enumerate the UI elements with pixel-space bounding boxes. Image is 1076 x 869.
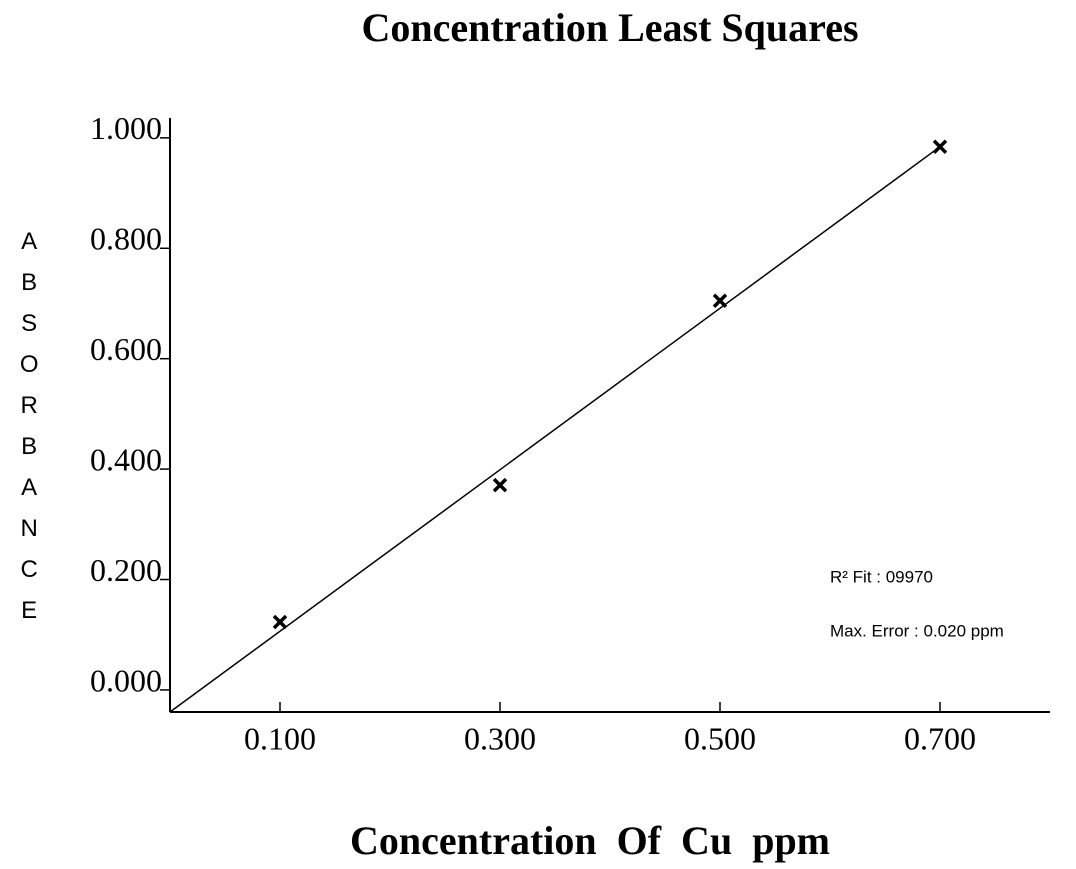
chart-title: Concentration Least Squares bbox=[361, 5, 858, 50]
y-tick-label: 0.200 bbox=[90, 552, 162, 588]
y-tick-label: 0.600 bbox=[90, 331, 162, 367]
x-tick-label: 0.500 bbox=[684, 720, 756, 756]
y-axis-label: ABSORBANCE bbox=[16, 228, 43, 638]
annotation: R² Fit : 09970 bbox=[830, 567, 933, 586]
point bbox=[272, 614, 288, 630]
y-tick-label: 1.000 bbox=[90, 110, 162, 146]
x-tick-label: 0.100 bbox=[244, 720, 316, 756]
x-tick-label: 0.700 bbox=[904, 720, 976, 756]
x-tick-label: 0.300 bbox=[464, 720, 536, 756]
annotation: Max. Error : 0.020 ppm bbox=[830, 621, 1004, 640]
point bbox=[712, 293, 728, 308]
y-tick-label: 0.400 bbox=[90, 441, 162, 477]
y-tick-label: 0.000 bbox=[90, 662, 162, 698]
y-tick-label: 0.800 bbox=[90, 221, 162, 257]
fit-line bbox=[169, 146, 941, 713]
point bbox=[932, 139, 948, 154]
x-axis-label: Concentration Of Cu ppm bbox=[350, 818, 830, 863]
point bbox=[492, 477, 508, 493]
